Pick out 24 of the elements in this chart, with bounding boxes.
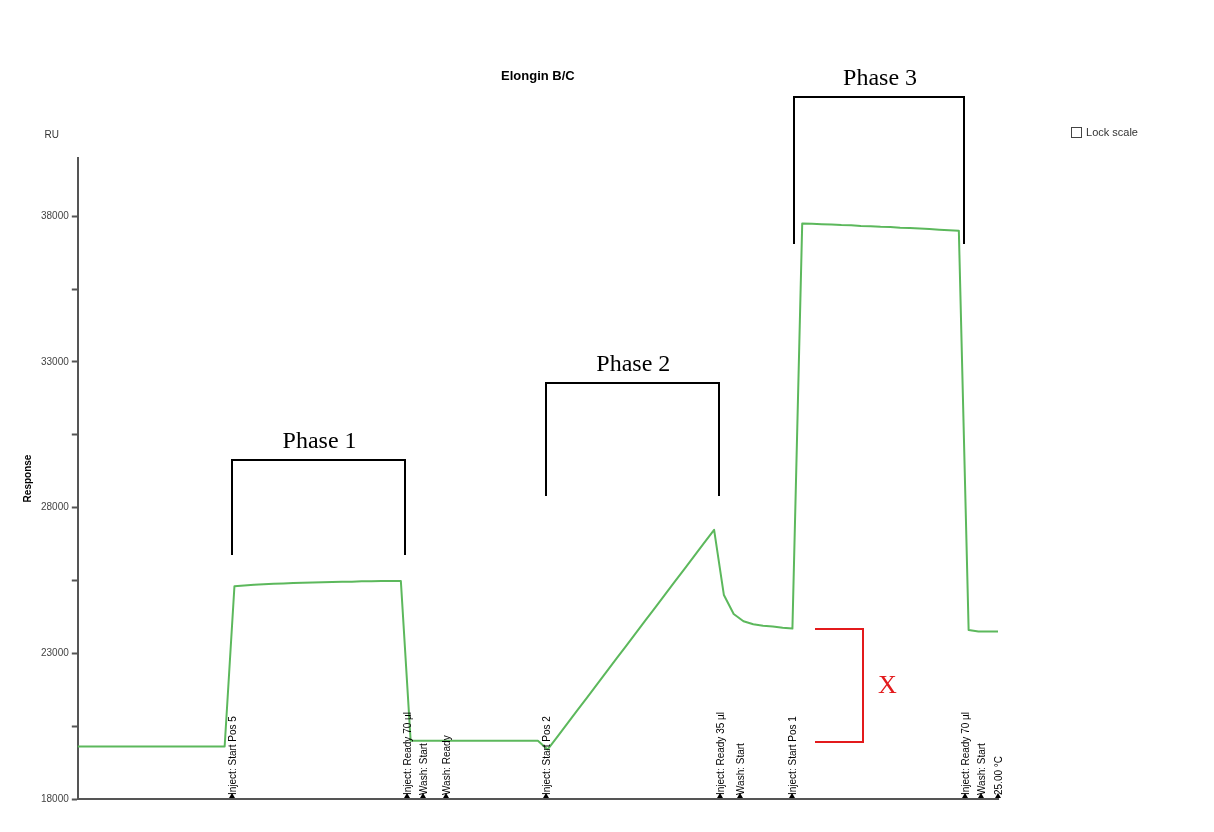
annotation: Phase 2: [596, 349, 671, 376]
annotation: Inject: Start Pos 1: [787, 715, 799, 795]
annotation: Inject: Ready 70 µl: [959, 711, 971, 795]
text: Lock scale: [1086, 126, 1138, 138]
y-axis-title: Response: [21, 454, 33, 503]
annotation: Inject: Start Pos 2: [540, 715, 552, 795]
chart-title: Elongin B/C: [501, 68, 576, 83]
annotation: Wash: Start: [976, 742, 988, 795]
annotation: Inject: Ready 35 µl: [714, 711, 726, 795]
annotation: Wash: Start: [734, 742, 746, 795]
annotation: 25.00 °C: [993, 755, 1004, 795]
annotation: Inject: Ready 70 µl: [401, 711, 413, 795]
y-tick-label: 28000: [41, 501, 70, 513]
text: Phase 3: [843, 64, 918, 91]
annotation: Phase 1: [282, 427, 357, 454]
y-tick-label: 33000: [41, 355, 70, 367]
annotation: Wash: Start: [418, 742, 430, 795]
text: RU: [44, 129, 60, 140]
annotation: Inject: Start Pos 5: [227, 715, 239, 795]
annotation: Wash: Ready: [440, 735, 452, 795]
y-tick-label: 23000: [41, 647, 70, 659]
annotation: X: [877, 670, 897, 700]
y-tick-label: 18000: [41, 792, 70, 804]
y-tick-label: 38000: [41, 210, 70, 222]
